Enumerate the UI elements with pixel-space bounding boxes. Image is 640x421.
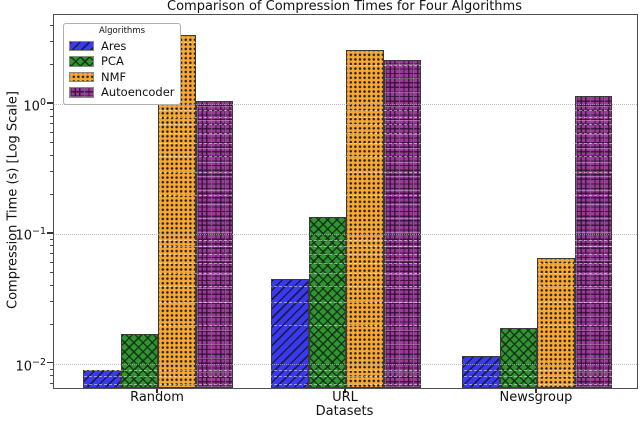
xtick-label-newsgroup: Newsgroup xyxy=(499,390,573,405)
x-tick xyxy=(156,388,158,393)
y-minor-tick xyxy=(49,24,53,26)
bar-autoencoder-url xyxy=(383,59,421,388)
bar-ares-random xyxy=(83,369,121,388)
x-tick xyxy=(344,388,346,393)
y-major-tick xyxy=(47,102,53,104)
legend-title: Algorithms xyxy=(98,26,146,36)
x-tick xyxy=(535,388,537,393)
y-minor-tick xyxy=(49,252,53,254)
y-minor-tick xyxy=(49,300,53,302)
y-minor-tick xyxy=(49,41,53,43)
y-minor-tick xyxy=(49,238,53,240)
bar-autoencoder-random xyxy=(195,101,233,388)
y-minor-tick xyxy=(49,123,53,125)
y-minor-tick xyxy=(49,131,53,133)
xtick-label-url: URL xyxy=(332,390,358,405)
y-minor-tick xyxy=(49,284,53,286)
ares-swatch-icon xyxy=(69,40,94,51)
y-minor-tick xyxy=(49,323,53,325)
y-minor-tick xyxy=(49,115,53,117)
xtick-label-random: Random xyxy=(130,390,184,405)
y-minor-tick xyxy=(49,108,53,110)
y-minor-tick xyxy=(49,63,53,65)
bar-nmf-url xyxy=(346,50,384,388)
legend-entry-autoencoder: Autoencoder xyxy=(69,85,175,101)
bar-pca-url xyxy=(308,216,346,388)
ytick-label-1e-2: 10−2 xyxy=(15,357,46,375)
bar-pca-newsgroup xyxy=(499,327,537,388)
y-minor-tick xyxy=(49,170,53,172)
y-minor-tick xyxy=(49,142,53,144)
x-axis-label: Datasets xyxy=(315,404,374,419)
ytick-label-1e-1: 10−1 xyxy=(15,226,46,244)
y-minor-tick xyxy=(49,261,53,263)
chart-title: Comparison of Compression Times for Four… xyxy=(167,0,522,14)
pca-swatch-icon xyxy=(69,56,94,67)
y-axis-label: Compression Time (s) [Log Scale] xyxy=(5,91,21,309)
legend-entry-ares: Ares xyxy=(69,38,175,54)
legend: Algorithms Ares PCA NMF Autoencoder xyxy=(63,23,181,105)
y-minor-tick xyxy=(49,382,53,384)
legend-entry-pca: PCA xyxy=(69,54,175,70)
bar-ares-url xyxy=(271,278,309,388)
y-minor-tick xyxy=(49,271,53,273)
bar-nmf-newsgroup xyxy=(537,258,575,388)
y-major-tick xyxy=(47,232,53,234)
bar-ares-newsgroup xyxy=(462,355,500,388)
nmf-swatch-icon xyxy=(69,71,94,82)
y-minor-tick xyxy=(49,245,53,247)
bar-pca-random xyxy=(120,333,158,388)
y-minor-tick xyxy=(49,375,53,377)
bar-autoencoder-newsgroup xyxy=(574,96,612,388)
ytick-label-1e0: 100 xyxy=(23,97,46,115)
legend-entry-nmf: NMF xyxy=(69,69,175,85)
y-minor-tick xyxy=(49,193,53,195)
y-minor-tick xyxy=(49,368,53,370)
y-major-tick xyxy=(47,361,53,364)
autoencoder-swatch-icon xyxy=(69,87,94,98)
y-minor-tick xyxy=(49,154,53,156)
